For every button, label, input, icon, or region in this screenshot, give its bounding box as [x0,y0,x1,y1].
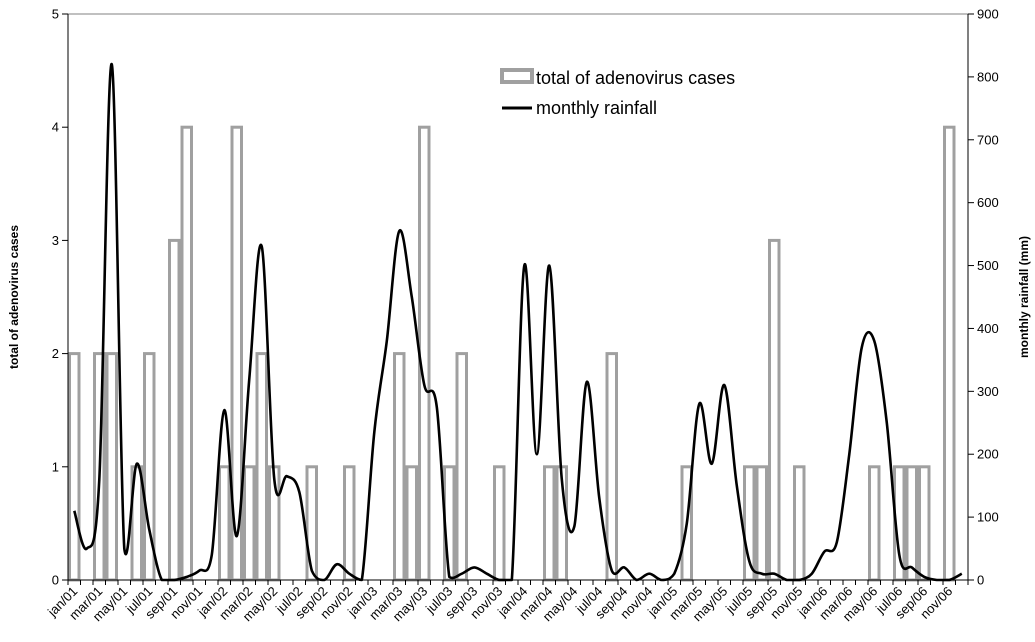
y-left-tick-label: 5 [52,7,59,22]
cases-bar [868,465,881,582]
cases-bar [918,465,931,582]
y-right-tick-label: 800 [977,69,999,84]
cases-bar [343,465,356,582]
y-left-axis-title: total of adenovirus cases [7,225,21,369]
y-right-tick-label: 100 [977,510,999,525]
legend-swatch-bar [500,68,534,84]
cases-bar [943,125,956,582]
cases-bar [768,238,781,582]
y-left-tick-label: 3 [52,233,59,248]
legend: total of adenovirus cases monthly rainfa… [500,68,735,118]
cases-bar [418,125,431,582]
plot-area-border [67,13,969,581]
legend-label-rainfall: monthly rainfall [536,98,657,118]
cases-bar [218,465,231,582]
y-right-tick-label: 0 [977,573,984,588]
y-right-tick-label: 300 [977,384,999,399]
cases-bar [393,352,406,582]
y-left-tick-label: 4 [52,120,59,135]
cases-bar [755,465,768,582]
cases-bar [793,465,806,582]
bars-layer [68,125,956,582]
cases-bar [243,465,256,582]
cases-bar [168,238,181,582]
axes-layer [67,13,969,581]
cases-bar [605,352,618,582]
cases-bar [493,465,506,582]
y-right-tick-label: 500 [977,258,999,273]
cases-bar [68,352,81,582]
cases-bar [905,465,918,582]
rainfall-line [73,62,963,582]
y-right-tick-label: 200 [977,447,999,462]
y-right-tick-label: 900 [977,7,999,22]
cases-bar [305,465,318,582]
cases-bar [543,465,556,582]
cases-bar [255,352,268,582]
cases-bar [180,125,193,582]
y-left-tick-label: 2 [52,346,59,361]
y-left-tick-label: 1 [52,459,59,474]
y-right-tick-label: 700 [977,132,999,147]
cases-bar [455,352,468,582]
y-right-axis-title: monthly rainfall (mm) [1017,236,1031,358]
y-left-tick-label: 0 [52,573,59,588]
legend-label-cases: total of adenovirus cases [536,68,735,88]
y-right-tick-label: 600 [977,195,999,210]
line-layer [73,62,963,582]
cases-bar [105,352,118,582]
y-right-tick-label: 400 [977,321,999,336]
cases-bar [405,465,418,582]
